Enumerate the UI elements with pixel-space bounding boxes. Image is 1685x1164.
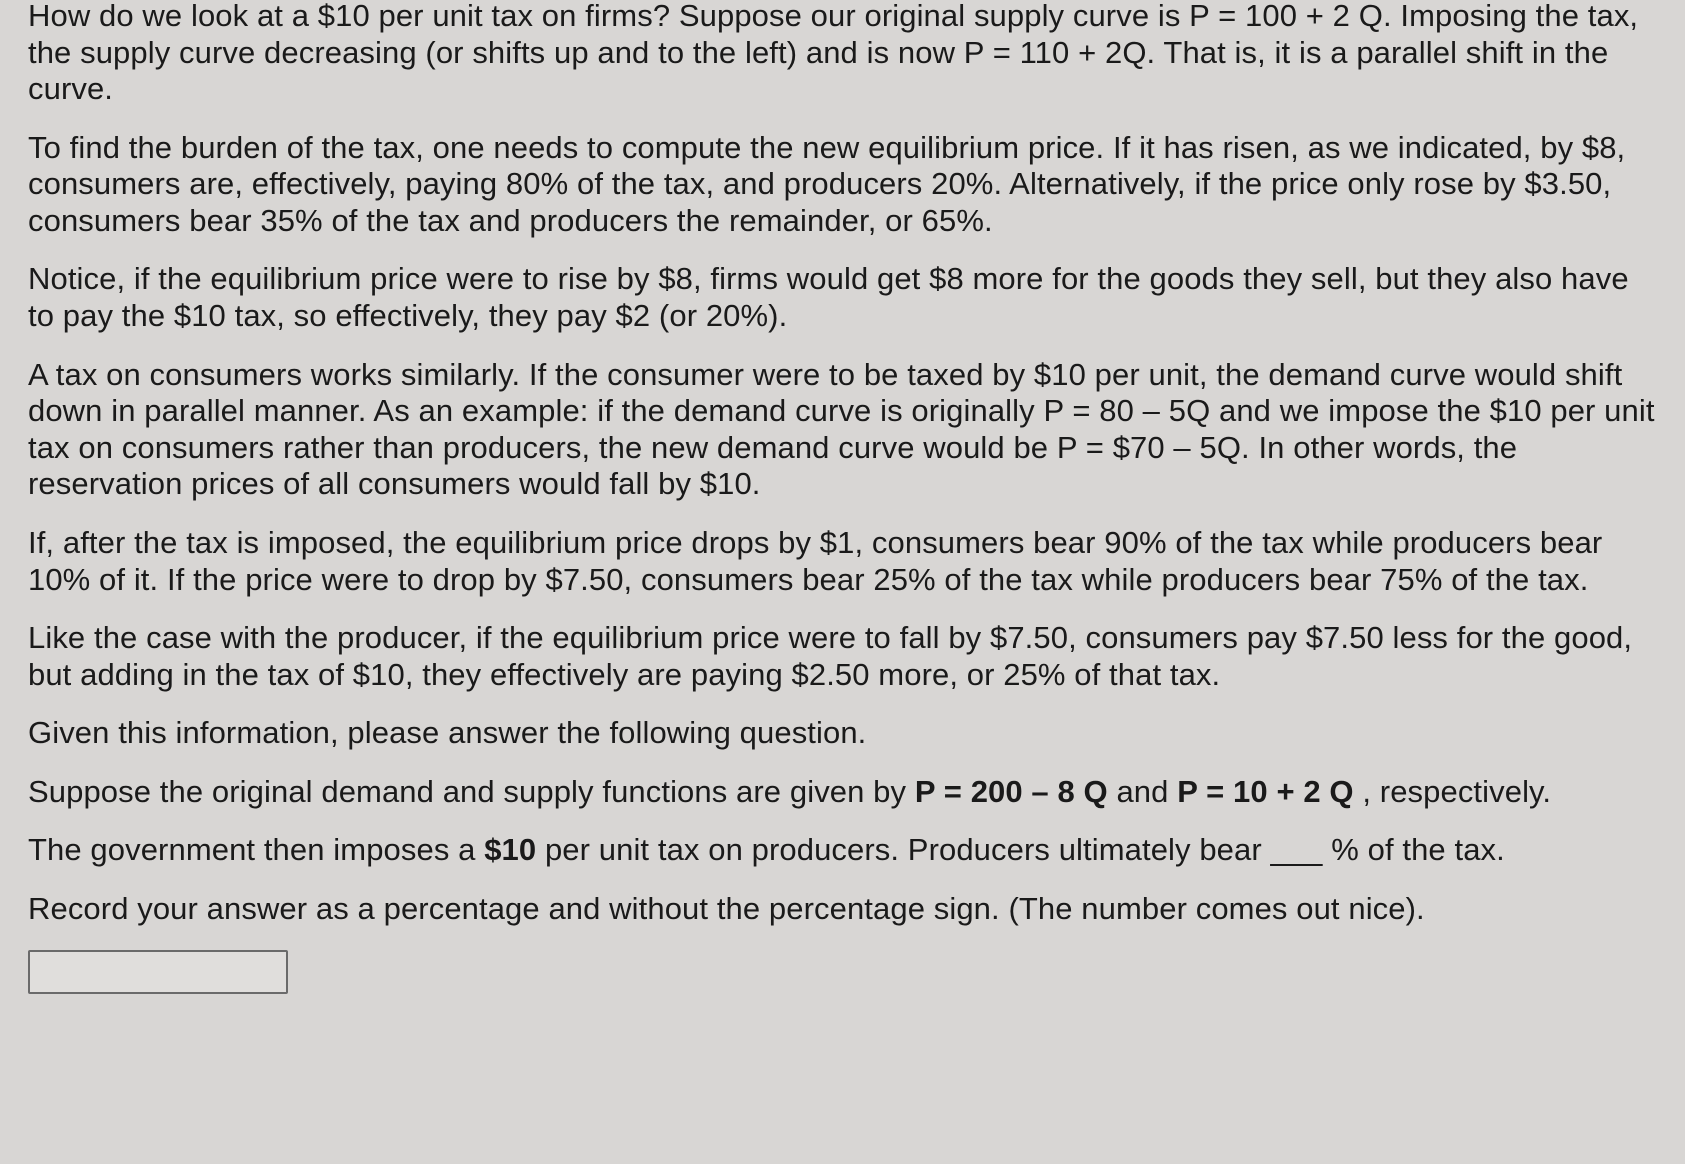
text-fragment: and: [1108, 774, 1177, 809]
text-fragment: , respectively.: [1354, 774, 1551, 809]
paragraph-instruction: Record your answer as a percentage and w…: [28, 891, 1657, 928]
demand-equation: P = 200 – 8 Q: [915, 774, 1108, 809]
paragraph-given-functions: Suppose the original demand and supply f…: [28, 774, 1657, 811]
text-fragment: The government then imposes a: [28, 832, 484, 867]
text-fragment: Suppose the original demand and supply f…: [28, 774, 915, 809]
tax-amount: $10: [484, 832, 536, 867]
paragraph-equilibrium-rise: Notice, if the equilibrium price were to…: [28, 261, 1657, 334]
paragraph-producer-case: Like the case with the producer, if the …: [28, 620, 1657, 693]
paragraph-intro-supply: How do we look at a $10 per unit tax on …: [28, 0, 1657, 108]
paragraph-burden-compute: To find the burden of the tax, one needs…: [28, 130, 1657, 240]
answer-input[interactable]: [28, 950, 288, 994]
paragraph-consumer-tax: A tax on consumers works similarly. If t…: [28, 357, 1657, 503]
supply-equation: P = 10 + 2 Q: [1177, 774, 1353, 809]
paragraph-price-drop: If, after the tax is imposed, the equili…: [28, 525, 1657, 598]
text-fragment: per unit tax on producers. Producers ult…: [536, 832, 1505, 867]
paragraph-tax-question: The government then imposes a $10 per un…: [28, 832, 1657, 869]
paragraph-question-lead: Given this information, please answer th…: [28, 715, 1657, 752]
